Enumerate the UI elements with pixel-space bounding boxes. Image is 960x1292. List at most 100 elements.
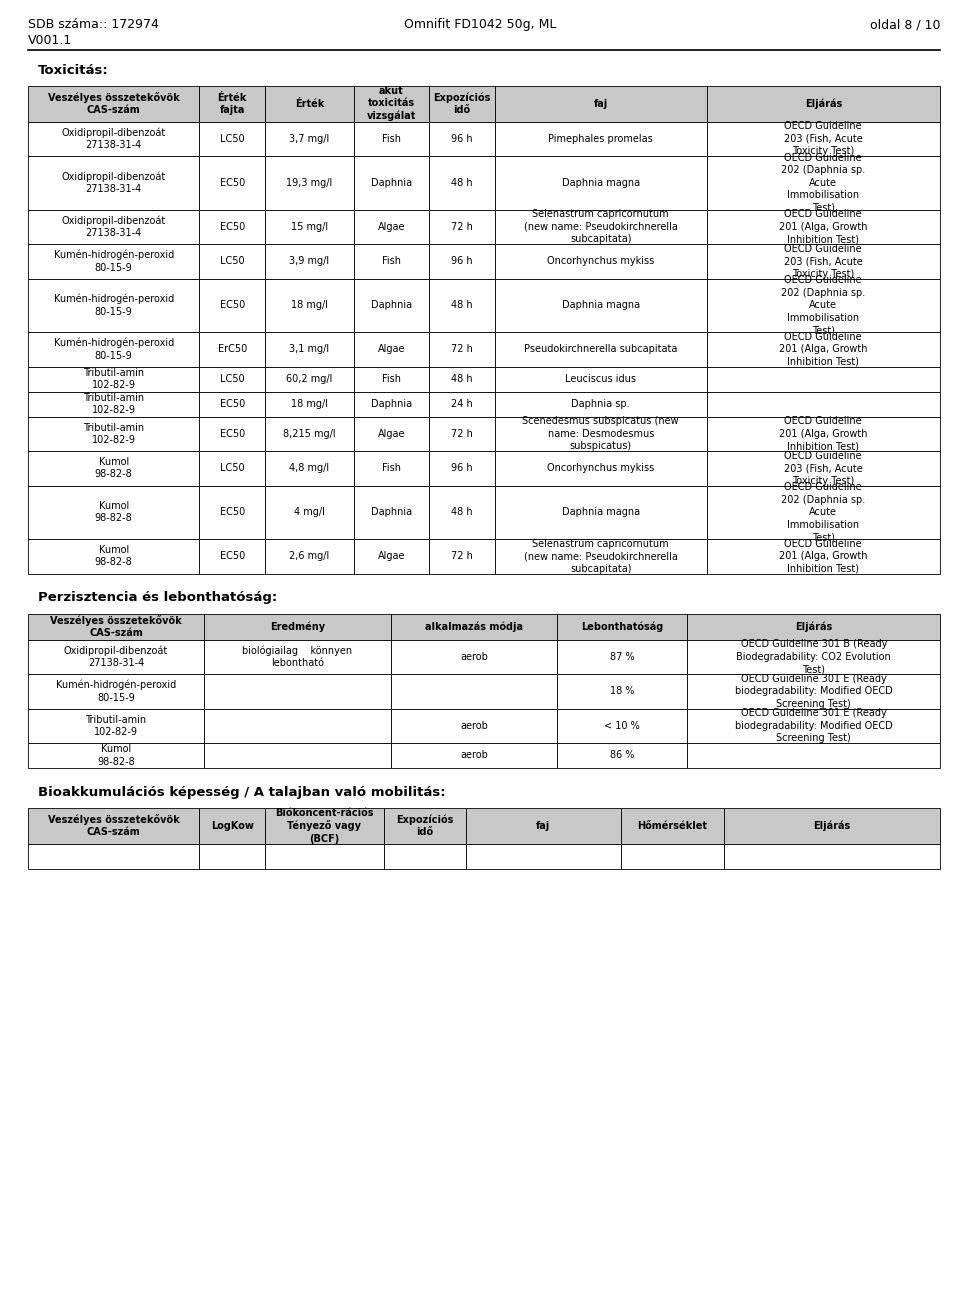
Text: OECD Guideline
202 (Daphnia sp.
Acute
Immobilisation
Test): OECD Guideline 202 (Daphnia sp. Acute Im…: [781, 275, 865, 335]
Text: 4 mg/l: 4 mg/l: [294, 508, 324, 517]
Bar: [391, 640, 557, 674]
Bar: [28, 332, 200, 367]
Bar: [707, 451, 940, 486]
Bar: [707, 416, 940, 451]
Bar: [265, 486, 353, 539]
Text: 48 h: 48 h: [451, 508, 473, 517]
Text: < 10 %: < 10 %: [604, 721, 640, 731]
Text: SDB száma:: 172974: SDB száma:: 172974: [28, 18, 158, 31]
Text: 8,215 mg/l: 8,215 mg/l: [283, 429, 336, 439]
Bar: [557, 674, 687, 708]
Bar: [429, 121, 495, 156]
Bar: [200, 539, 265, 574]
Bar: [200, 486, 265, 539]
Bar: [265, 539, 353, 574]
Bar: [495, 416, 707, 451]
Text: OECD Guideline 301 E (Ready
biodegradability: Modified OECD
Screening Test): OECD Guideline 301 E (Ready biodegradabi…: [734, 674, 893, 708]
Text: 18 %: 18 %: [610, 686, 635, 696]
Bar: [353, 209, 429, 244]
Text: 72 h: 72 h: [451, 429, 473, 439]
Text: faj: faj: [536, 820, 550, 831]
Bar: [200, 808, 265, 844]
Bar: [724, 808, 940, 844]
Text: LC50: LC50: [220, 256, 245, 266]
Text: 86 %: 86 %: [610, 751, 635, 761]
Text: 18 mg/l: 18 mg/l: [291, 399, 328, 410]
Text: Kumén-hidrogén-peroxid
80-15-9: Kumén-hidrogén-peroxid 80-15-9: [56, 680, 176, 703]
Text: 19,3 mg/l: 19,3 mg/l: [286, 178, 332, 187]
Bar: [28, 808, 200, 844]
Bar: [28, 539, 200, 574]
Text: Érték
fajta: Érték fajta: [218, 93, 247, 115]
Bar: [707, 244, 940, 279]
Text: V001.1: V001.1: [28, 34, 72, 47]
Text: EC50: EC50: [220, 222, 245, 231]
Text: 72 h: 72 h: [451, 344, 473, 354]
Bar: [429, 451, 495, 486]
Text: EC50: EC50: [220, 552, 245, 561]
Bar: [265, 156, 353, 209]
Text: Tributil-amin
102-82-9: Tributil-amin 102-82-9: [84, 422, 144, 444]
Bar: [429, 486, 495, 539]
Bar: [557, 708, 687, 743]
Bar: [265, 844, 384, 868]
Bar: [28, 486, 200, 539]
Text: Algae: Algae: [377, 344, 405, 354]
Bar: [28, 451, 200, 486]
Bar: [495, 279, 707, 332]
Text: 3,9 mg/l: 3,9 mg/l: [289, 256, 329, 266]
Text: Daphnia: Daphnia: [371, 178, 412, 187]
Text: Eljárás: Eljárás: [813, 820, 851, 831]
Text: LC50: LC50: [220, 464, 245, 473]
Bar: [391, 708, 557, 743]
Text: EC50: EC50: [220, 178, 245, 187]
Text: EC50: EC50: [220, 508, 245, 517]
Bar: [204, 640, 391, 674]
Text: Leuciscus idus: Leuciscus idus: [565, 373, 636, 384]
Bar: [28, 156, 200, 209]
Bar: [557, 640, 687, 674]
Text: OECD Guideline
201 (Alga, Growth
Inhibition Test): OECD Guideline 201 (Alga, Growth Inhibit…: [779, 416, 868, 451]
Text: Fish: Fish: [382, 256, 401, 266]
Bar: [200, 332, 265, 367]
Text: Fish: Fish: [382, 464, 401, 473]
Text: OECD Guideline
201 (Alga, Growth
Inhibition Test): OECD Guideline 201 (Alga, Growth Inhibit…: [779, 209, 868, 244]
Text: LC50: LC50: [220, 134, 245, 143]
Bar: [495, 156, 707, 209]
Text: OECD Guideline 301 E (Ready
biodegradability: Modified OECD
Screening Test): OECD Guideline 301 E (Ready biodegradabi…: [734, 708, 893, 743]
Bar: [707, 156, 940, 209]
Text: Daphnia sp.: Daphnia sp.: [571, 399, 630, 410]
Text: Daphnia magna: Daphnia magna: [562, 178, 639, 187]
Text: Daphnia: Daphnia: [371, 508, 412, 517]
Text: Algae: Algae: [377, 552, 405, 561]
Bar: [265, 279, 353, 332]
Text: Daphnia: Daphnia: [371, 399, 412, 410]
Text: 96 h: 96 h: [451, 256, 473, 266]
Text: Oxidipropil-dibenzoát
27138-31-4: Oxidipropil-dibenzoát 27138-31-4: [64, 645, 168, 668]
Bar: [429, 332, 495, 367]
Bar: [28, 640, 204, 674]
Text: Kumén-hidrogén-peroxid
80-15-9: Kumén-hidrogén-peroxid 80-15-9: [54, 249, 174, 273]
Text: Veszélyes összetekővök
CAS-szám: Veszélyes összetekővök CAS-szám: [48, 814, 180, 837]
Bar: [353, 451, 429, 486]
Text: Pimephales promelas: Pimephales promelas: [548, 134, 653, 143]
Text: 72 h: 72 h: [451, 222, 473, 231]
Bar: [200, 209, 265, 244]
Text: 96 h: 96 h: [451, 464, 473, 473]
Bar: [495, 209, 707, 244]
Bar: [353, 279, 429, 332]
Bar: [495, 367, 707, 391]
Text: Bioakkumulációs képesség / A talajban való mobilitás:: Bioakkumulációs képesség / A talajban va…: [38, 786, 445, 798]
Bar: [557, 743, 687, 767]
Text: faj: faj: [593, 98, 608, 109]
Text: Oncorhynchus mykiss: Oncorhynchus mykiss: [547, 256, 655, 266]
Text: 60,2 mg/l: 60,2 mg/l: [286, 373, 332, 384]
Bar: [28, 121, 200, 156]
Text: Oxidipropil-dibenzoát
27138-31-4: Oxidipropil-dibenzoát 27138-31-4: [61, 172, 166, 194]
Bar: [200, 416, 265, 451]
Bar: [353, 244, 429, 279]
Bar: [707, 539, 940, 574]
Text: 72 h: 72 h: [451, 552, 473, 561]
Bar: [28, 279, 200, 332]
Bar: [200, 391, 265, 416]
